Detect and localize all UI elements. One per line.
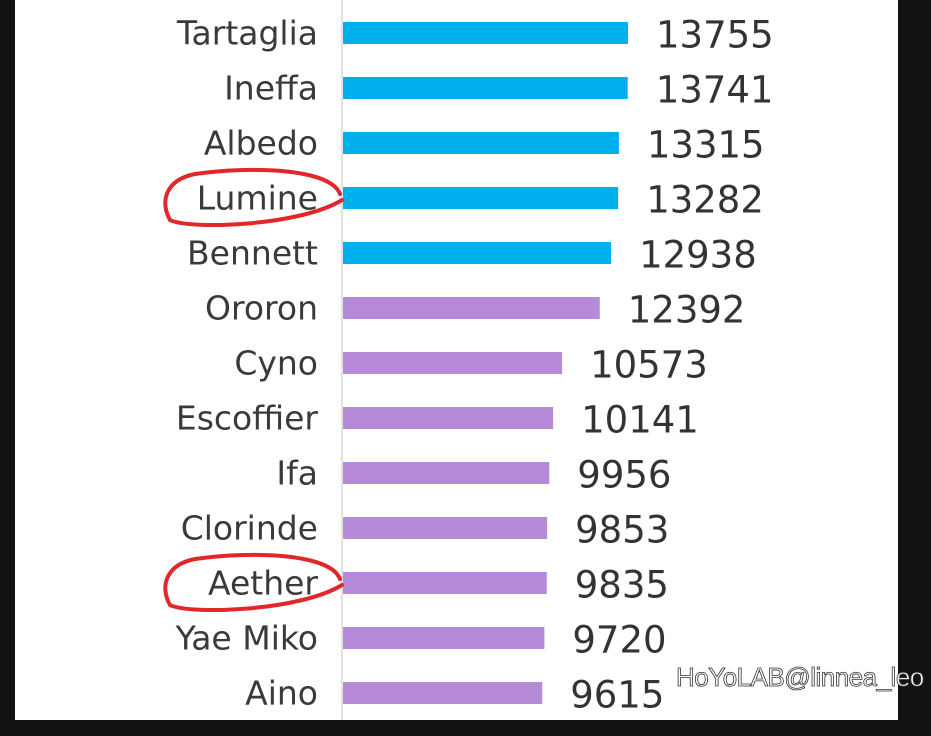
bar: [343, 462, 550, 484]
value-label: 13282: [646, 179, 764, 222]
category-label: Escoffier: [176, 399, 319, 438]
bar: [343, 77, 628, 99]
bar: [343, 517, 548, 539]
value-label: 9956: [577, 454, 671, 497]
category-label: Aether: [208, 564, 318, 603]
category-label: Lumine: [197, 179, 318, 218]
value-label: 13755: [656, 14, 774, 57]
bar: [343, 627, 545, 649]
bar: [343, 132, 619, 154]
bar: [343, 407, 554, 429]
value-label: 9835: [575, 564, 669, 607]
value-label: 12938: [639, 234, 757, 277]
watermark: HoYoLAB@linnea_leo: [676, 662, 925, 693]
bar: [343, 297, 600, 319]
value-label: 9853: [575, 509, 669, 552]
bar: [343, 352, 563, 374]
highlight-circle: [163, 552, 344, 612]
value-label: 13315: [647, 124, 765, 167]
value-label: 10141: [581, 399, 699, 442]
category-label: Ineffa: [224, 69, 318, 108]
value-label: 9615: [570, 674, 664, 717]
category-label: Ifa: [276, 454, 318, 493]
bar: [343, 682, 543, 704]
category-label: Tartaglia: [176, 14, 318, 53]
category-label: Ororon: [205, 289, 318, 328]
value-label: 10573: [590, 344, 708, 387]
category-label: Bennett: [187, 234, 318, 273]
bar: [343, 572, 547, 594]
bar: [343, 242, 612, 264]
bar: [343, 187, 619, 209]
value-label: 12392: [628, 289, 746, 332]
value-label: 13741: [656, 69, 774, 112]
highlight-circle: [163, 167, 344, 227]
value-label: 9720: [572, 619, 666, 662]
category-label: Albedo: [204, 124, 318, 163]
category-label: Aino: [245, 674, 318, 713]
category-label: Clorinde: [181, 509, 318, 548]
bar: [343, 22, 629, 44]
category-label: Cyno: [234, 344, 318, 383]
category-label: Yae Miko: [175, 619, 318, 658]
